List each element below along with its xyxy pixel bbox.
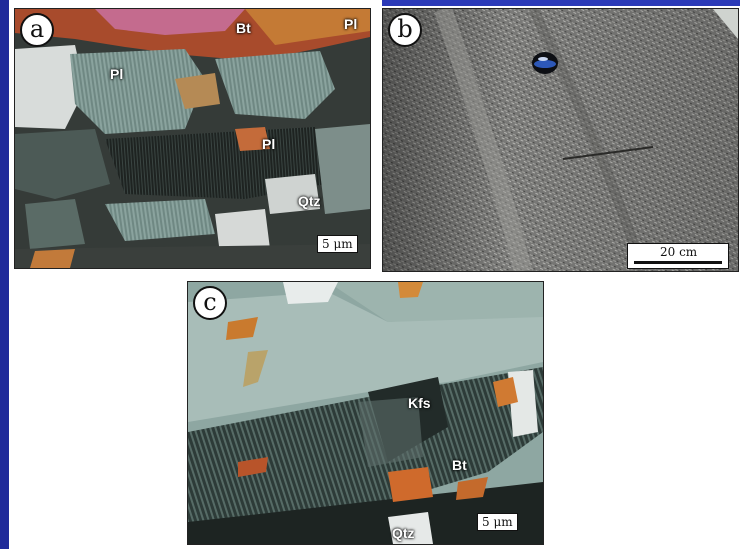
panel-b-letter: b [388,13,422,47]
panel-a-scale-bar: 5 μm [317,235,358,253]
panel-b-image [383,9,738,271]
panel-b-scale-text: 20 cm [660,245,698,259]
panel-a-label-qtz: Qtz [298,193,321,209]
panel-b-scale-line [634,261,722,264]
panel-c-letter: c [193,286,227,320]
panel-c-micrograph: c Kfs Bt Qtz 5 μm [187,281,544,545]
panel-b-scale-area: 20 cm [627,243,729,269]
panel-a-image [15,9,370,268]
panel-c-image [188,282,543,544]
panel-a-label-pl-1: Pl [344,16,358,32]
top-accent-rule [382,0,740,6]
panel-b-outcrop: b 20 cm [382,8,739,272]
panel-c-label-bt: Bt [452,457,467,473]
panel-c-label-kfs: Kfs [408,395,431,411]
panel-a-letter: a [20,13,54,47]
panel-a-label-bt: Bt [236,20,251,36]
panel-a-label-pl-2: Pl [110,66,124,82]
panel-c-label-qtz: Qtz [392,525,415,541]
panel-c-scale-bar: 5 μm [477,513,518,531]
panel-a-micrograph: a Bt Pl Pl Pl Qtz 5 μm [14,8,371,269]
panel-a-label-pl-3: Pl [262,136,276,152]
left-accent-bar [0,0,9,549]
